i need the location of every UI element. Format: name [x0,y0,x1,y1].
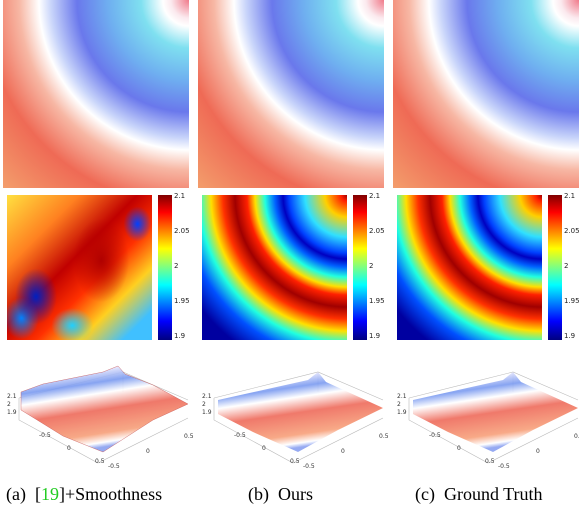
colorbar-tick-label: 2.1 [174,192,186,200]
normal-map-image [3,0,189,188]
colorbar-tick-label: 2 [174,262,179,270]
y-tick-label: -0.5 [39,432,51,439]
x-tick-label: 0 [341,448,345,455]
depth-heatmap [202,195,347,340]
caption: (c) Ground Truth [415,484,543,505]
y-tick-label: 0.5 [485,458,495,465]
y-tick-label: 0 [67,445,71,452]
x-tick-label: 0.5 [379,433,389,440]
caption-label: (a) [6,484,26,504]
colorbar-tick-label: 1.95 [174,297,190,305]
x-tick-label: 0 [536,448,540,455]
y-tick-label: 0.5 [290,458,300,465]
z-tick-label: 2 [7,401,11,408]
x-tick-label: -0.5 [303,463,315,470]
surface-plot: 2.121.9-0.500.5-0.500.5 [397,371,579,470]
depth-heatmap [7,195,152,340]
surface [20,365,189,453]
colorbar-tick-label: 2 [564,262,569,270]
caption: (a) [19]+Smoothness [6,484,162,505]
colorbar [548,195,562,340]
caption-text: ]+Smoothness [58,484,163,504]
x-tick-label: 0 [146,448,150,455]
citation: 19 [40,484,59,504]
caption-text: Ground Truth [443,484,543,504]
colorbar [353,195,367,340]
surface-plot: 2.121.9-0.500.5-0.500.5 [7,365,194,470]
z-tick-label: 1.9 [202,409,212,416]
colorbar-tick-label: 2.05 [174,227,190,235]
colorbar-tick-label: 1.9 [564,332,576,340]
y-tick-label: 0 [457,445,461,452]
depth-heatmap [397,195,542,340]
z-tick-label: 2.1 [202,393,212,400]
caption-label: (c) [415,484,435,504]
normal-map-image [198,0,384,188]
y-tick-label: -0.5 [429,432,441,439]
z-tick-label: 2 [397,401,401,408]
surface [413,372,578,452]
colorbar [158,195,172,340]
surface-plot: 2.121.9-0.500.5-0.500.5 [202,371,389,470]
z-tick-label: 2 [202,401,206,408]
x-tick-label: 0.5 [184,433,194,440]
x-tick-label: -0.5 [108,463,120,470]
caption-text: Ours [278,484,313,504]
z-tick-label: 2.1 [7,393,17,400]
z-tick-label: 1.9 [7,409,17,416]
colorbar-tick-label: 2.05 [369,227,385,235]
caption-label: (b) [248,484,269,504]
y-tick-label: -0.5 [234,432,246,439]
y-tick-label: 0.5 [95,458,105,465]
normal-map-image [393,0,579,188]
colorbar-tick-label: 2.05 [564,227,579,235]
x-tick-label: 0.5 [574,433,579,440]
z-tick-label: 2.1 [397,393,407,400]
colorbar-tick-label: 1.95 [369,297,385,305]
colorbar-tick-label: 2 [369,262,374,270]
colorbar-tick-label: 1.9 [369,332,381,340]
caption-text: [ [34,484,41,504]
colorbar-tick-label: 2.1 [564,192,576,200]
colorbar-tick-label: 1.9 [174,332,186,340]
surface [218,372,383,452]
caption: (b) Ours [248,484,313,505]
y-tick-label: 0 [262,445,266,452]
x-tick-label: -0.5 [498,463,510,470]
z-tick-label: 1.9 [397,409,407,416]
colorbar-tick-label: 2.1 [369,192,381,200]
colorbar-tick-label: 1.95 [564,297,579,305]
